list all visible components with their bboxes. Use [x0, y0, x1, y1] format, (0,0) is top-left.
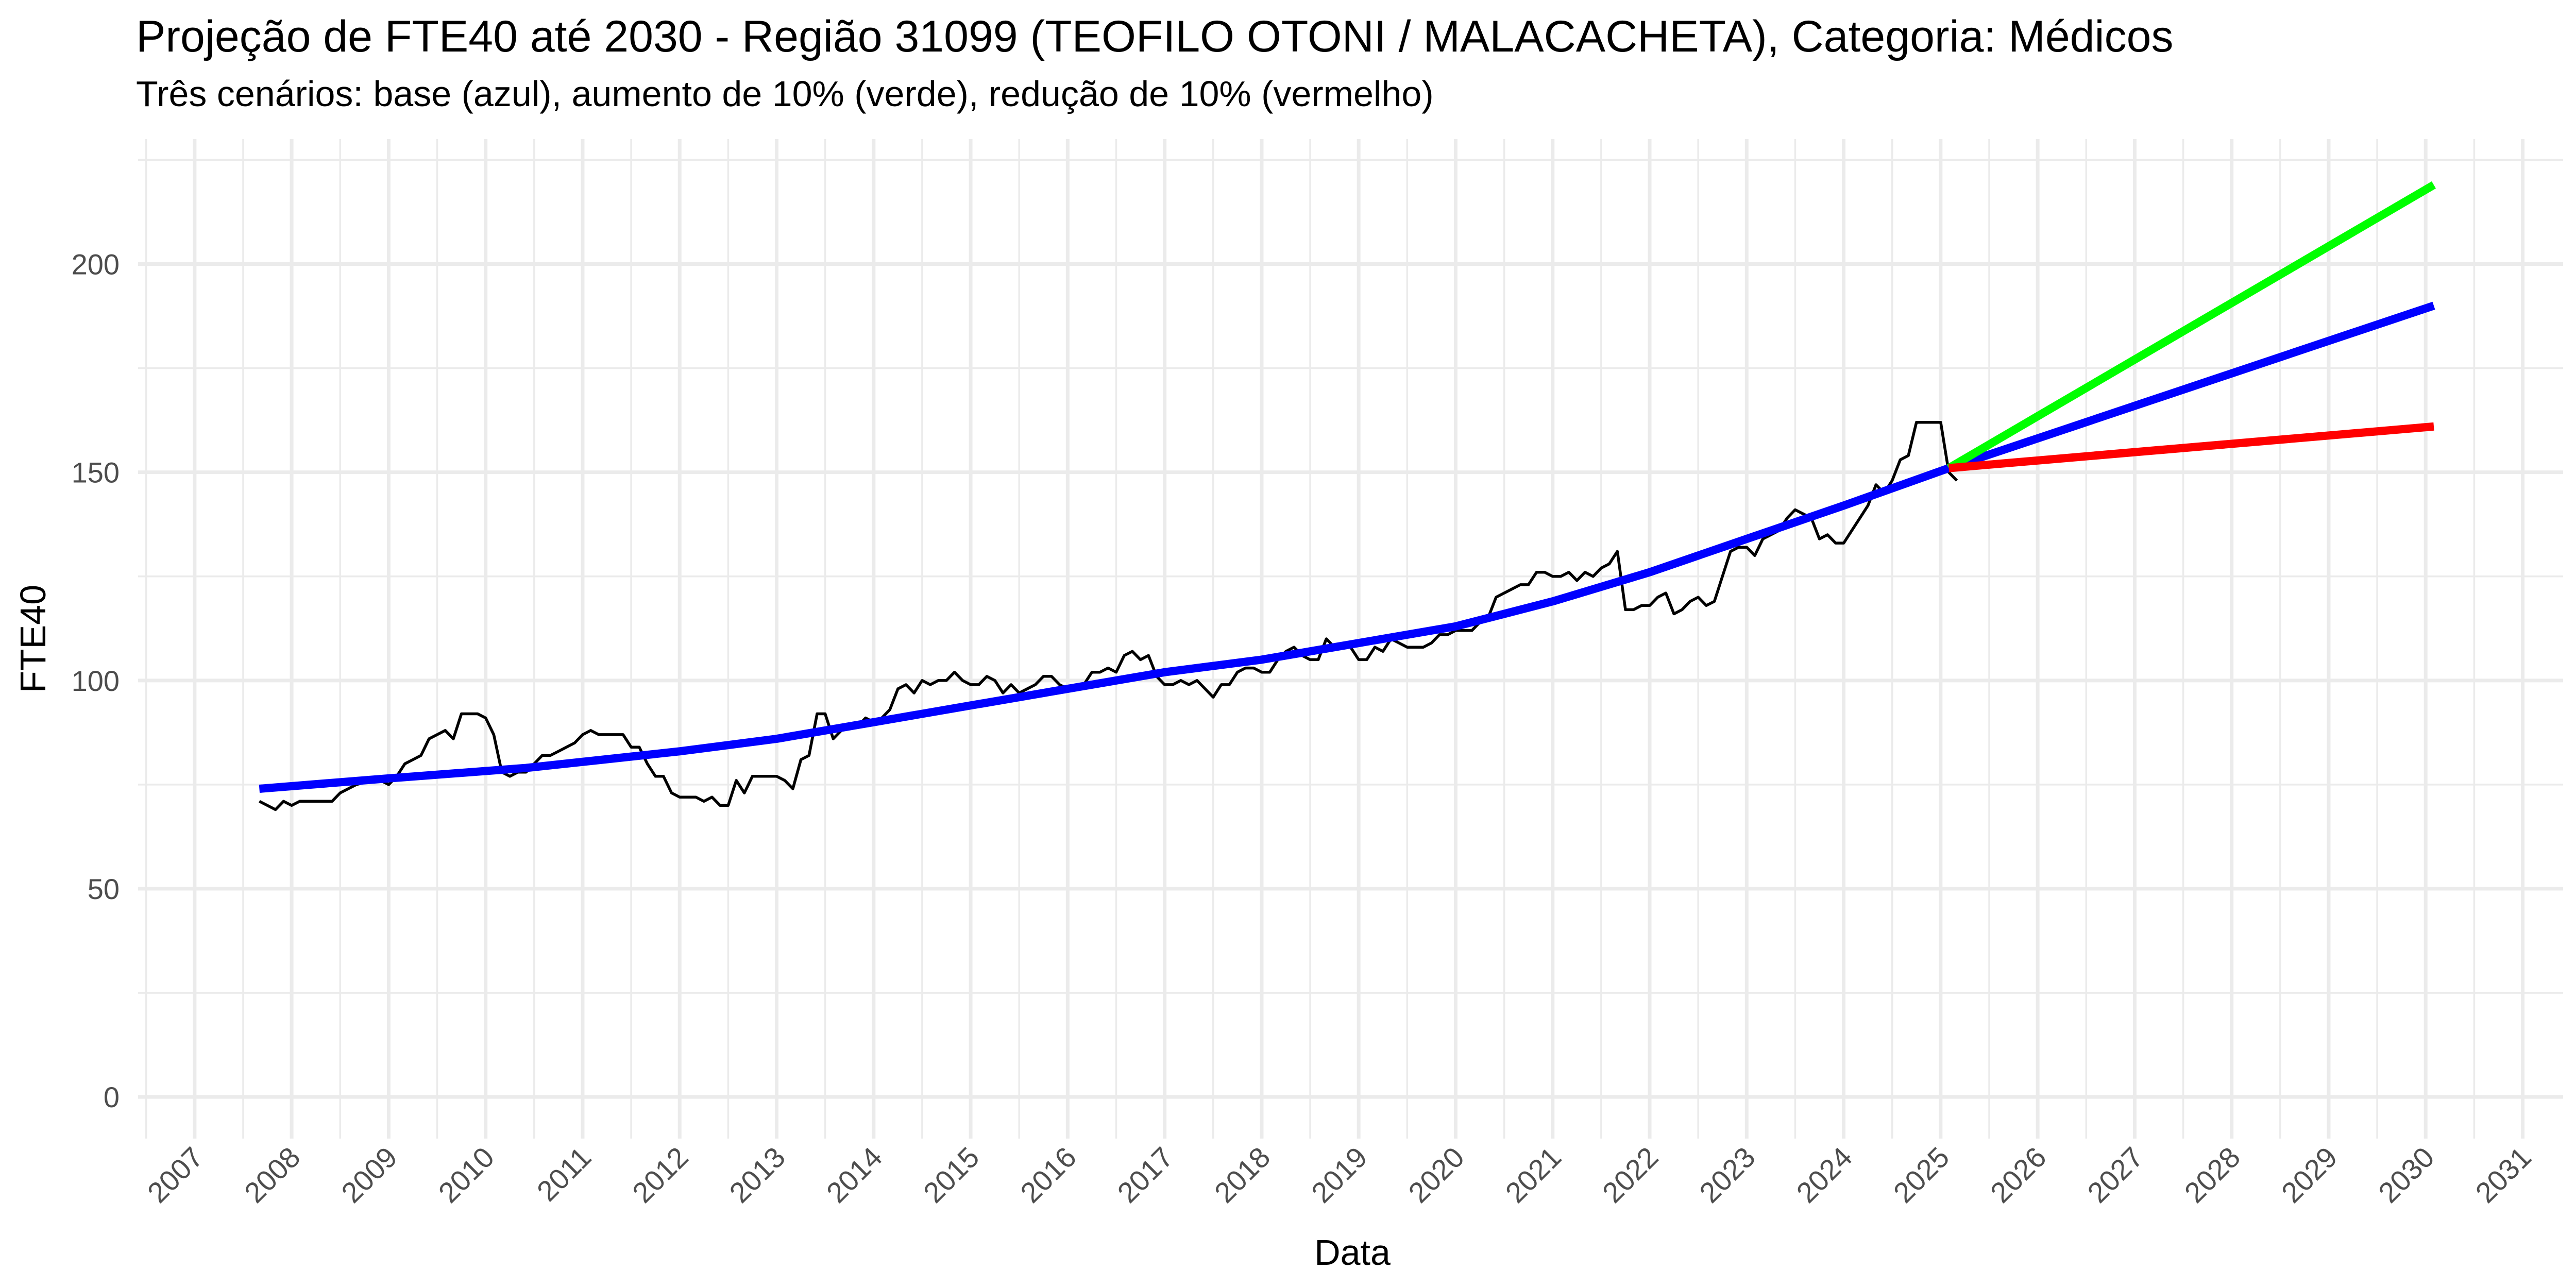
- x-tick-label: 2021: [1499, 1141, 1568, 1209]
- series-line-0: [259, 422, 1957, 810]
- x-tick-label: 2008: [238, 1141, 307, 1209]
- x-tick-label: 2030: [2372, 1141, 2441, 1209]
- x-tick-label: 2015: [917, 1141, 986, 1209]
- x-axis-title: Data: [1314, 1232, 1391, 1273]
- x-tick-label: 2011: [531, 1141, 598, 1208]
- x-tick-label: 2026: [1984, 1141, 2053, 1209]
- x-tick-label: 2025: [1887, 1141, 1956, 1209]
- y-tick-label: 150: [72, 456, 120, 489]
- grid-minor: [138, 139, 2563, 1139]
- x-tick-label: 2023: [1693, 1141, 1761, 1209]
- y-axis-title: FTE40: [13, 585, 53, 693]
- x-tick-label: 2013: [723, 1141, 791, 1209]
- series-layer: [259, 185, 2434, 810]
- x-tick-label: 2027: [2081, 1141, 2149, 1209]
- x-tick-label: 2018: [1208, 1141, 1277, 1209]
- y-tick-label: 50: [88, 873, 120, 905]
- grid-major: [138, 139, 2563, 1139]
- x-tick-label: 2012: [626, 1141, 694, 1209]
- x-tick-label: 2024: [1790, 1141, 1858, 1209]
- y-tick-label: 0: [104, 1081, 120, 1113]
- x-tick-label: 2031: [2469, 1141, 2537, 1209]
- x-tick-label: 2016: [1014, 1141, 1082, 1209]
- x-tick-label: 2028: [2178, 1141, 2247, 1209]
- y-tick-label: 200: [72, 248, 120, 281]
- y-tick-label: 100: [72, 665, 120, 697]
- x-tick-label: 2017: [1111, 1141, 1179, 1209]
- y-axis-ticks: 0 50 100 150 200: [72, 248, 120, 1114]
- x-tick-label: 2009: [335, 1141, 403, 1209]
- x-tick-label: 2014: [820, 1141, 889, 1209]
- x-tick-label: 2020: [1402, 1141, 1470, 1209]
- x-tick-label: 2007: [141, 1141, 210, 1209]
- x-axis-ticks: 2007 2008 2009 2010 2011 2012 2013 2014 2015 2016…: [141, 1141, 2537, 1209]
- x-tick-label: 2010: [432, 1141, 501, 1209]
- x-tick-label: 2019: [1305, 1141, 1374, 1209]
- x-tick-label: 2029: [2275, 1141, 2344, 1209]
- x-tick-label: 2022: [1596, 1141, 1665, 1209]
